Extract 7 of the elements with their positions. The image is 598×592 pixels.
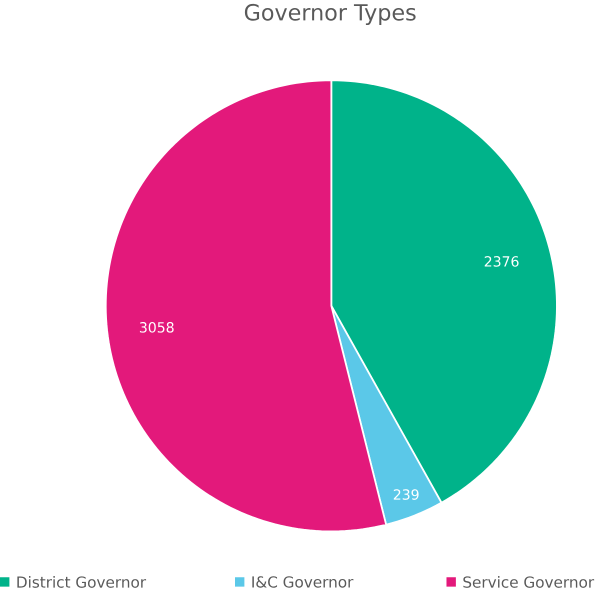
data-label: 3058 xyxy=(140,322,174,333)
chart-title: Governor Types xyxy=(244,4,416,26)
legend-label: District Governor xyxy=(17,576,146,588)
legend-label: Service Governor xyxy=(463,576,594,588)
data-label: 239 xyxy=(394,489,419,500)
legend-label: I&C Governor xyxy=(252,576,354,588)
data-label: 2376 xyxy=(484,256,519,267)
